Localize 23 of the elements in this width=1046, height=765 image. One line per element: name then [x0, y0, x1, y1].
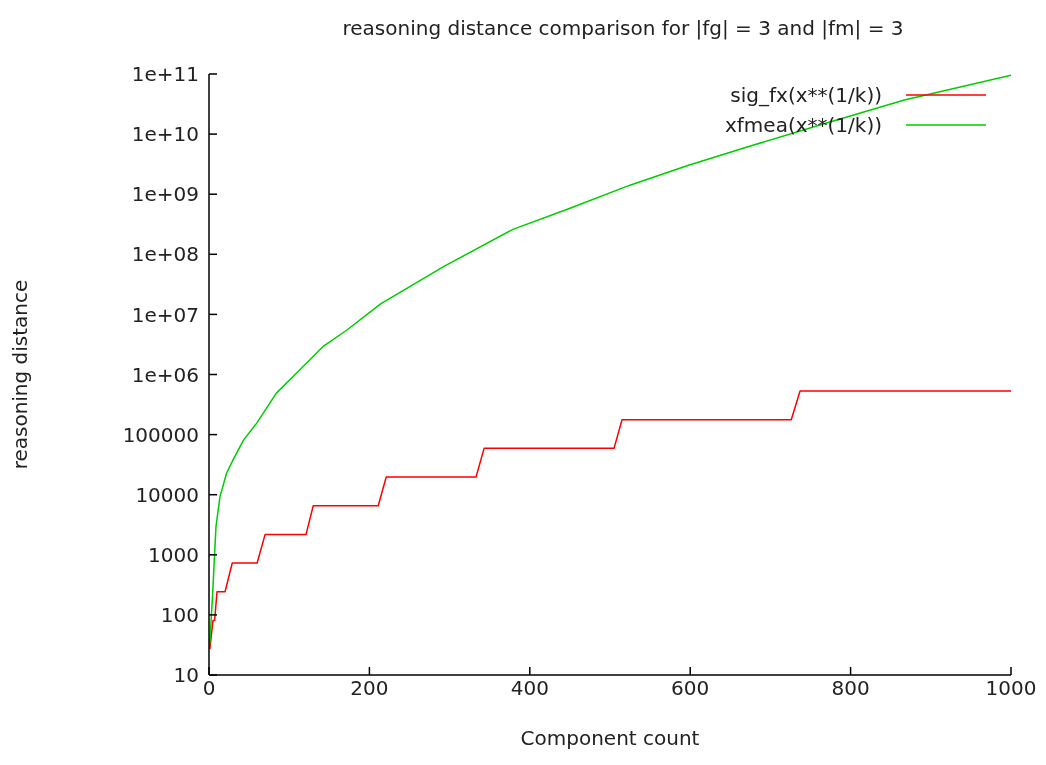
y-tick-label: 100000: [122, 422, 199, 447]
y-tick-label: 100: [160, 603, 199, 627]
y-tick-label: 1000: [148, 542, 199, 567]
x-tick-label: 800: [831, 676, 870, 701]
legend-label: sig_fx(x**(1/k)): [730, 83, 882, 107]
x-tick-label: 400: [510, 676, 549, 701]
y-tick-label: 1e+11: [131, 62, 199, 87]
y-tick-label: 1e+09: [131, 182, 199, 207]
x-tick-label: 0: [202, 676, 216, 701]
y-tick-label: 1e+07: [131, 302, 199, 327]
y-tick-label: 1e+10: [131, 122, 199, 147]
y-axis-title: reasoning distance: [8, 279, 33, 470]
line-series: [209, 74, 1011, 644]
x-axis-title: Component count: [520, 726, 700, 750]
y-tick-label: 1e+08: [131, 242, 199, 267]
y-tick-label: 10000: [135, 482, 199, 507]
x-tick-label: 600: [671, 676, 710, 701]
x-tick-label: 1000: [985, 676, 1037, 701]
y-tick-label: 10: [173, 663, 199, 688]
x-tick-label: 200: [350, 676, 389, 701]
y-tick-label: 1e+06: [131, 362, 199, 387]
line-series: [209, 390, 1011, 650]
chart-title: reasoning distance comparison for |fg| = 3 and |fm| = 3: [341, 16, 905, 40]
